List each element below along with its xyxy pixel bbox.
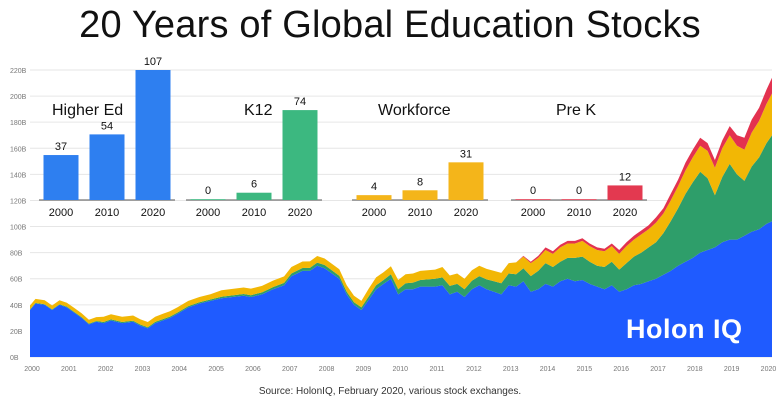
x-tick-label: 2007 <box>282 366 298 373</box>
y-tick-label: 40B <box>10 303 23 310</box>
inset-bar-value-label: 0 <box>530 185 536 197</box>
inset-bar <box>282 110 318 200</box>
area-series-1 <box>30 135 772 329</box>
x-tick-label: 2000 <box>24 366 40 373</box>
inset-bar-value-label: 8 <box>417 176 423 188</box>
y-tick-label: 180B <box>10 120 27 127</box>
inset-category-label: 2000 <box>196 207 220 219</box>
inset-bar-value-label: 54 <box>101 120 113 132</box>
y-axis: 0B 20B 40B 60B 80B 100B 120B 140B 160B 180B 200B 22… <box>10 68 27 362</box>
inset-category-label: 2020 <box>288 207 312 219</box>
x-tick-label: 2014 <box>540 366 556 373</box>
inset-category-label: 2020 <box>454 207 478 219</box>
inset-category-label: 2010 <box>408 207 432 219</box>
inset-bar-value-label: 107 <box>144 56 162 68</box>
y-tick-label: 200B <box>10 94 27 101</box>
inset-category-label: 2000 <box>49 207 73 219</box>
inset-category-label: 2000 <box>362 207 386 219</box>
y-tick-label: 100B <box>10 225 27 232</box>
y-tick-label: 120B <box>10 198 27 205</box>
inset-bar-value-label: 0 <box>576 185 582 197</box>
inset-bar-value-label: 6 <box>251 179 257 191</box>
inset-title: Workforce <box>378 102 451 119</box>
x-tick-label: 2006 <box>245 366 261 373</box>
x-tick-label: 2011 <box>430 366 445 373</box>
x-tick-label: 2016 <box>613 366 629 373</box>
inset-pre-k-chart: Pre K 0 2000 0 2010 12 2020 <box>511 102 647 219</box>
inset-category-label: 2010 <box>242 207 266 219</box>
inset-bar <box>43 155 79 200</box>
inset-title: Pre K <box>556 102 596 119</box>
x-tick-label: 2013 <box>503 366 519 373</box>
inset-category-label: 2010 <box>95 207 119 219</box>
inset-bar <box>135 70 171 200</box>
x-tick-label: 2018 <box>687 366 703 373</box>
x-tick-label: 2002 <box>98 366 114 373</box>
inset-title: K12 <box>244 102 273 119</box>
inset-title: Higher Ed <box>52 102 123 119</box>
area-series-0 <box>30 221 772 357</box>
inset-bar <box>607 185 643 200</box>
x-tick-label: 2005 <box>208 366 224 373</box>
x-tick-label: 2012 <box>466 366 482 373</box>
x-tick-label: 2017 <box>650 366 666 373</box>
y-tick-label: 0B <box>10 355 19 362</box>
inset-bar-value-label: 37 <box>55 141 67 153</box>
x-tick-label: 2008 <box>319 366 335 373</box>
x-tick-label: 2019 <box>724 366 740 373</box>
x-tick-label: 2001 <box>61 366 77 373</box>
source-note: Source: HolonIQ, February 2020, various … <box>258 386 522 397</box>
area-series-2 <box>30 93 772 328</box>
y-tick-label: 60B <box>10 277 23 284</box>
inset-bar-value-label: 0 <box>205 185 211 197</box>
inset-bar <box>236 192 272 200</box>
inset-bar <box>356 195 392 200</box>
stacked-area-series <box>30 77 772 357</box>
x-axis: 2000 2001 2002 2003 2004 2005 2006 2007 2008 2009… <box>24 366 776 373</box>
inset-bar <box>515 199 551 200</box>
inset-bar <box>190 199 226 200</box>
inset-bar-value-label: 4 <box>371 181 377 193</box>
inset-bar-value-label: 12 <box>619 171 631 183</box>
x-tick-label: 2020 <box>761 366 777 373</box>
x-tick-label: 2009 <box>356 366 372 373</box>
inset-bar-value-label: 74 <box>294 96 306 108</box>
inset-workforce-chart: Workforce 4 2000 8 2010 31 2020 <box>352 102 488 219</box>
x-tick-label: 2004 <box>172 366 188 373</box>
y-tick-label: 140B <box>10 172 27 179</box>
chart-title: 20 Years of Global Education Stocks <box>79 4 701 46</box>
inset-k12-chart: K12 0 2000 6 2010 74 2020 <box>186 96 322 219</box>
inset-category-label: 2020 <box>141 207 165 219</box>
x-tick-label: 2015 <box>577 366 593 373</box>
y-tick-label: 80B <box>10 251 23 258</box>
x-tick-label: 2003 <box>135 366 151 373</box>
inset-bar-charts: Higher Ed 37 2000 54 2010 107 2020 K12 0 2000 6 201… <box>39 56 647 219</box>
inset-bar-value-label: 31 <box>460 148 472 160</box>
inset-bar <box>448 162 484 200</box>
inset-bar <box>89 134 125 200</box>
inset-category-label: 2020 <box>613 207 637 219</box>
x-tick-label: 2010 <box>392 366 408 373</box>
inset-higher-ed-chart: Higher Ed 37 2000 54 2010 107 2020 <box>39 56 175 219</box>
inset-bar <box>561 199 597 200</box>
inset-category-label: 2010 <box>567 207 591 219</box>
y-tick-label: 20B <box>10 329 23 336</box>
holoniq-logo: Holon IQ <box>626 314 743 344</box>
inset-bar <box>402 190 438 200</box>
inset-category-label: 2000 <box>521 207 545 219</box>
y-tick-label: 220B <box>10 68 27 75</box>
y-tick-label: 160B <box>10 146 27 153</box>
